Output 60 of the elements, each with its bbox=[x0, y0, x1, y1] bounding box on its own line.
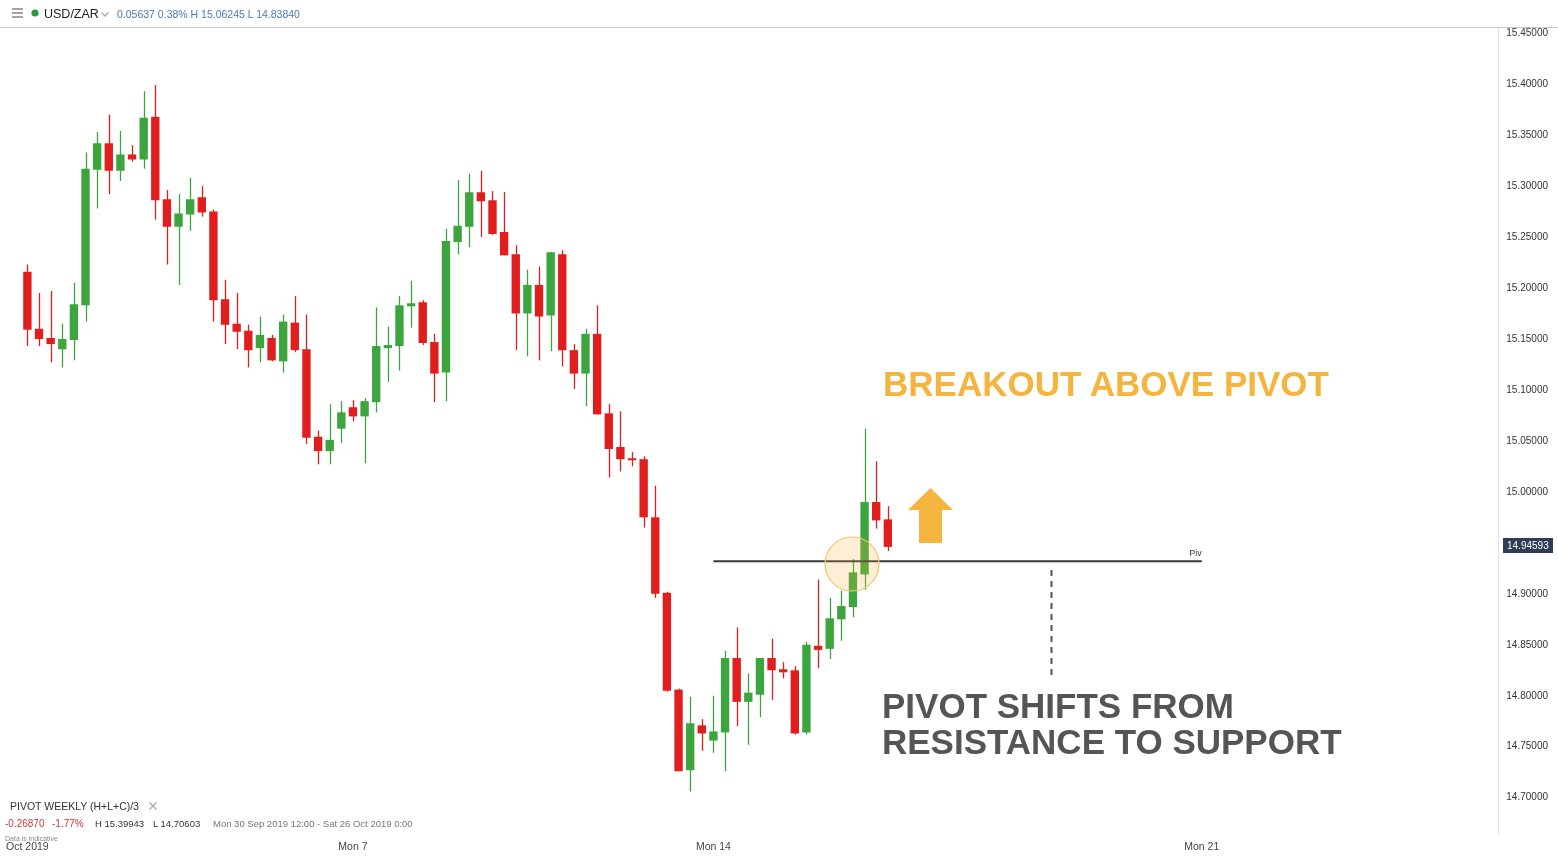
y-tick-label: 15.40000 bbox=[1506, 77, 1549, 89]
candlestick bbox=[569, 343, 579, 390]
x-tick-label: Mon 14 bbox=[695, 839, 732, 852]
annotation: PIVOT WEEKLY (H+L+C)/3 bbox=[10, 800, 139, 812]
candlestick bbox=[313, 430, 323, 465]
candlestick bbox=[872, 460, 881, 530]
candlestick bbox=[174, 193, 183, 286]
y-tick-label: 14.85000 bbox=[1506, 638, 1549, 650]
candlestick bbox=[58, 323, 67, 369]
y-tick-label: 15.45000 bbox=[1506, 26, 1549, 38]
candlestick bbox=[383, 326, 393, 383]
candlestick bbox=[616, 410, 625, 473]
candlestick bbox=[325, 403, 334, 465]
annotation: L 14.70603 bbox=[153, 818, 201, 829]
y-tick-label: 15.30000 bbox=[1506, 179, 1549, 191]
y-tick-label: 15.20000 bbox=[1506, 281, 1549, 293]
y-tick-label: 15.25000 bbox=[1506, 230, 1549, 242]
annotation: BREAKOUT ABOVE PIVOT bbox=[883, 364, 1329, 404]
y-tick-label: 15.15000 bbox=[1506, 332, 1549, 344]
text: 14.94593 bbox=[1503, 538, 1553, 553]
candlestick bbox=[406, 280, 416, 329]
annotation: H 15.39943 bbox=[95, 818, 145, 829]
annotation: PIVOT SHIFTS FROM RESISTANCE TO SUPPORT bbox=[882, 686, 1343, 761]
candlestick bbox=[197, 185, 206, 218]
y-tick-label: 15.35000 bbox=[1506, 128, 1549, 140]
y-tick-label: 15.05000 bbox=[1506, 434, 1549, 446]
candlestick bbox=[337, 400, 346, 444]
candlestick bbox=[348, 399, 358, 423]
candlestick bbox=[185, 177, 195, 232]
candlestick bbox=[116, 130, 125, 182]
candlestick bbox=[767, 638, 776, 701]
candlestick bbox=[267, 334, 276, 363]
chart-title: USD/ZAR bbox=[44, 7, 99, 21]
annotation: Mon 30 Sep 2019 12:00 - Sat 26 Oct 2019 0:00 bbox=[213, 818, 413, 829]
y-tick-label: 14.75000 bbox=[1506, 740, 1549, 752]
candlestick bbox=[813, 578, 823, 669]
candlestick bbox=[744, 672, 753, 746]
candlestick bbox=[499, 191, 509, 256]
y-tick-label: 14.90000 bbox=[1506, 587, 1549, 599]
candlestick bbox=[697, 718, 706, 752]
candlestick bbox=[244, 324, 253, 369]
candlestick bbox=[232, 292, 241, 350]
x-tick-label: Mon 21 bbox=[1184, 839, 1220, 852]
candlestick bbox=[837, 590, 846, 642]
candlestick bbox=[453, 179, 462, 255]
annotation: -1.77% bbox=[52, 818, 84, 829]
series-label: Piv bbox=[1189, 548, 1203, 559]
chart-subtitle: 0.05637 0.38% H 15.06245 L 14.83840 bbox=[117, 8, 300, 20]
candlestick bbox=[255, 315, 265, 364]
y-tick-label: 15.10000 bbox=[1506, 383, 1549, 395]
candlestick bbox=[34, 292, 44, 347]
y-tick-label: 15.00000 bbox=[1506, 485, 1549, 497]
y-tick-label: 14.70000 bbox=[1506, 791, 1549, 803]
y-tick-label: 14.80000 bbox=[1506, 689, 1549, 701]
annotation: -0.26870 bbox=[5, 818, 45, 829]
candlestick bbox=[709, 695, 718, 754]
candlestick bbox=[360, 397, 369, 464]
candlestick bbox=[46, 290, 55, 364]
x-tick-label: Mon 7 bbox=[338, 839, 368, 852]
candlestick bbox=[476, 170, 486, 238]
